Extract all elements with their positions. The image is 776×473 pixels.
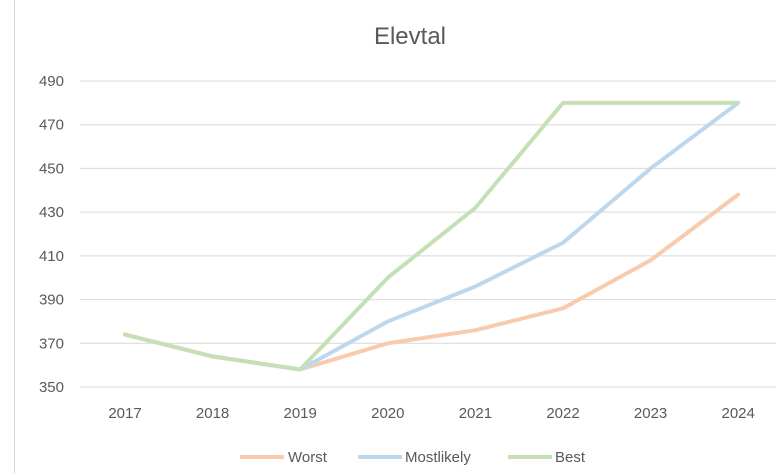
- chart-left-border: [14, 0, 15, 473]
- x-tick-label: 2018: [196, 405, 229, 422]
- legend-label-worst: Worst: [288, 449, 328, 466]
- x-tick-label: 2024: [722, 405, 755, 422]
- y-tick-label: 470: [39, 117, 64, 134]
- chart-title: Elevtal: [374, 23, 446, 50]
- y-tick-label: 450: [39, 160, 64, 177]
- legend: Worst Mostlikely Best: [240, 449, 586, 466]
- x-axis-ticks: 2017 2018 2019 2020 2021 2022 2023 2024: [108, 405, 755, 422]
- x-tick-label: 2019: [284, 405, 317, 422]
- y-tick-label: 430: [39, 204, 64, 221]
- x-tick-label: 2017: [108, 405, 141, 422]
- series-lines: [123, 100, 741, 372]
- gridlines: [80, 80, 776, 388]
- y-axis-ticks: 350 370 390 410 430 450 470 490: [39, 73, 64, 396]
- y-tick-label: 350: [39, 379, 64, 396]
- x-tick-label: 2022: [546, 405, 579, 422]
- legend-label-best: Best: [555, 449, 586, 466]
- x-tick-label: 2023: [634, 405, 667, 422]
- series-line-best: [123, 100, 741, 372]
- series-line-mostlikely: [123, 100, 741, 372]
- y-tick-label: 370: [39, 335, 64, 352]
- y-tick-label: 490: [39, 73, 64, 90]
- x-tick-label: 2020: [371, 405, 404, 422]
- legend-label-mostlikely: Mostlikely: [405, 449, 471, 466]
- y-tick-label: 390: [39, 292, 64, 309]
- y-tick-label: 410: [39, 248, 64, 265]
- x-tick-label: 2021: [459, 405, 492, 422]
